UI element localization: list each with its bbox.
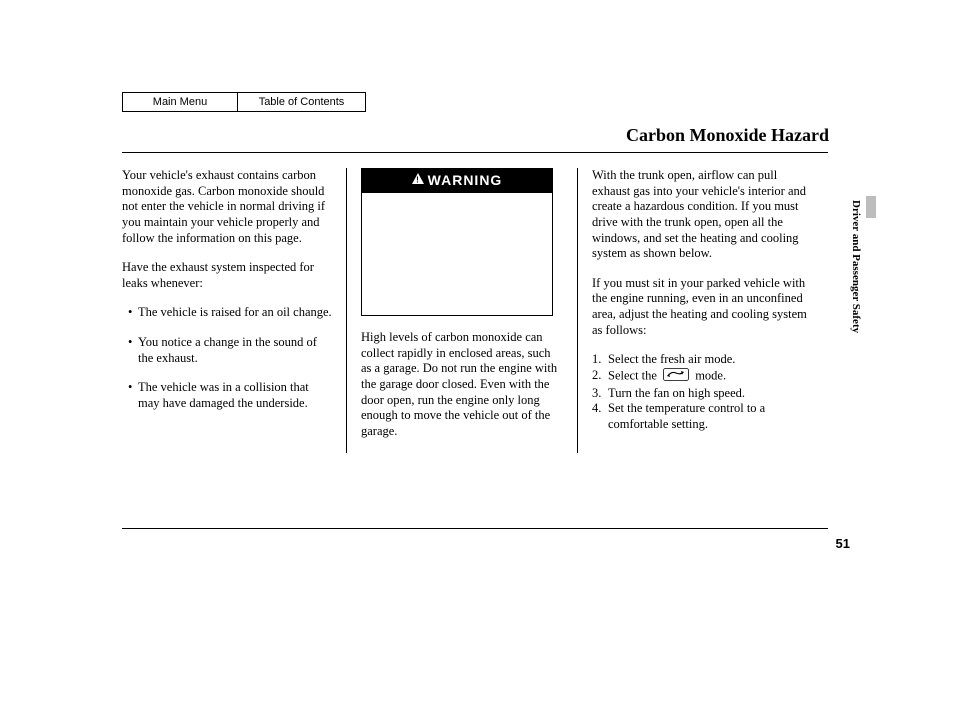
side-tab xyxy=(866,196,876,218)
col2-para1: High levels of carbon monoxide can colle… xyxy=(361,330,563,439)
section-side-label: Driver and Passenger Safety xyxy=(850,200,862,333)
col3-para1: With the trunk open, airflow can pull ex… xyxy=(592,168,814,262)
title-rule xyxy=(122,152,828,153)
list-item: The vehicle was in a collision that may … xyxy=(128,380,332,411)
main-menu-button[interactable]: Main Menu xyxy=(122,92,238,112)
page-title: Carbon Monoxide Hazard xyxy=(626,125,829,146)
warning-label: WARNING xyxy=(428,172,503,190)
footer-rule xyxy=(122,528,828,529)
list-item: Select the mode. xyxy=(592,368,814,386)
column-3: With the trunk open, airflow can pull ex… xyxy=(578,168,828,453)
col1-para1: Your vehicle's exhaust contains carbon m… xyxy=(122,168,332,246)
warning-box: ! WARNING xyxy=(361,168,553,316)
col3-para2: If you must sit in your parked vehicle w… xyxy=(592,276,814,339)
svg-text:!: ! xyxy=(416,176,420,185)
step2-text-a: Select the xyxy=(608,369,657,383)
col1-para2: Have the exhaust system inspected for le… xyxy=(122,260,332,291)
warning-triangle-icon: ! xyxy=(412,173,424,188)
toc-button[interactable]: Table of Contents xyxy=(238,92,366,112)
step2-text-b: mode. xyxy=(695,369,726,383)
column-1: Your vehicle's exhaust contains carbon m… xyxy=(122,168,346,453)
page-number: 51 xyxy=(836,536,850,551)
nav-buttons: Main Menu Table of Contents xyxy=(122,92,366,112)
warning-header: ! WARNING xyxy=(362,169,552,193)
column-2: ! WARNING High levels of carbon monoxide… xyxy=(346,168,578,453)
recirculation-icon xyxy=(663,368,689,386)
col3-steps: Select the fresh air mode. Select the mo… xyxy=(592,352,814,432)
list-item: Set the temperature control to a comfort… xyxy=(592,401,814,432)
list-item: Turn the fan on high speed. xyxy=(592,386,814,402)
list-item: The vehicle is raised for an oil change. xyxy=(128,305,332,321)
col1-bullets: The vehicle is raised for an oil change.… xyxy=(122,305,332,411)
list-item: You notice a change in the sound of the … xyxy=(128,335,332,366)
list-item: Select the fresh air mode. xyxy=(592,352,814,368)
content-columns: Your vehicle's exhaust contains carbon m… xyxy=(122,168,828,453)
